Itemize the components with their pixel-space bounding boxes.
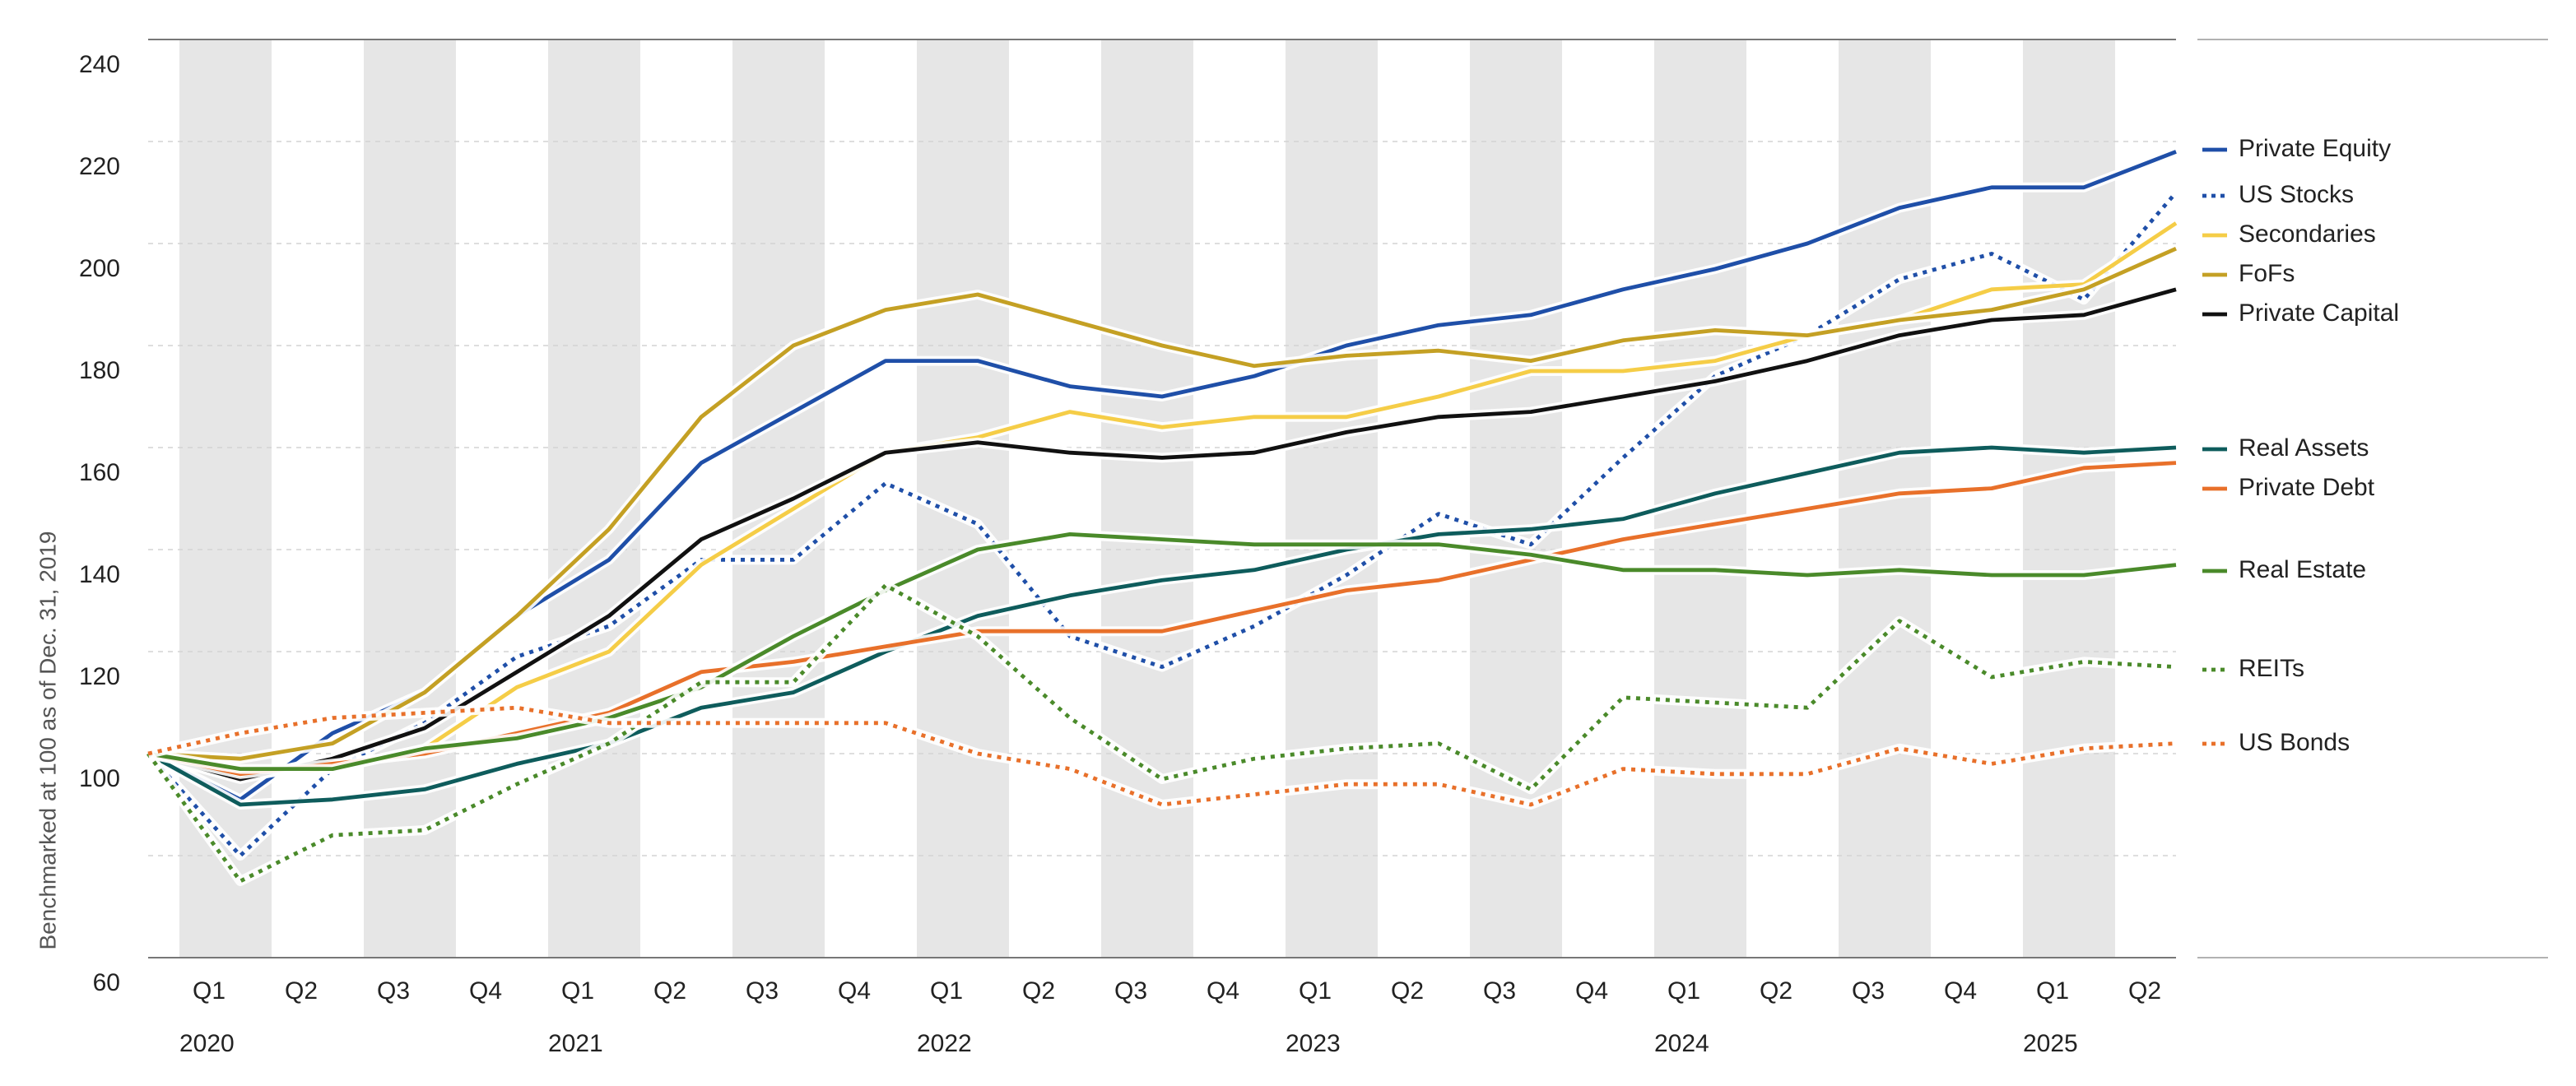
y-tick-label: 220: [79, 153, 120, 180]
year-label: 2023: [1286, 1030, 1341, 1057]
x-tick-label: Q2: [653, 977, 686, 1005]
x-tick-label: Q4: [1207, 977, 1239, 1005]
y-tick-label: 60: [93, 969, 120, 996]
legend-label: Private Capital: [2239, 299, 2399, 327]
y-tick-label: 100: [79, 765, 120, 792]
legend-label: US Stocks: [2239, 181, 2354, 208]
y-tick-label: 160: [79, 459, 120, 486]
year-label: 2021: [548, 1030, 603, 1057]
legend-label: Private Equity: [2239, 135, 2391, 162]
x-tick-label: Q4: [1575, 977, 1608, 1005]
year-label: 2020: [179, 1030, 235, 1057]
y-tick-label: 120: [79, 663, 120, 690]
x-tick-label: Q2: [1022, 977, 1055, 1005]
legend-label: REITs: [2239, 655, 2304, 682]
legend-label: Real Assets: [2239, 434, 2369, 462]
y-tick-label: 240: [79, 51, 120, 78]
x-tick-label: Q1: [1667, 977, 1700, 1005]
year-label: 2022: [917, 1030, 972, 1057]
series-line: [147, 532, 2177, 771]
x-tick-label: Q3: [746, 977, 779, 1005]
quarter-band: [548, 39, 640, 958]
quarter-bands: [179, 39, 2115, 958]
quarter-band: [364, 39, 456, 958]
y-tick-label: 180: [79, 357, 120, 384]
x-tick-label: Q2: [1391, 977, 1424, 1005]
x-tick-label: Q3: [1114, 977, 1147, 1005]
legend-label: US Bonds: [2239, 729, 2350, 756]
legend-label: Secondaries: [2239, 220, 2376, 248]
legend-label: Real Estate: [2239, 556, 2366, 583]
year-label: 2025: [2023, 1030, 2078, 1057]
x-tick-label: Q3: [1483, 977, 1516, 1005]
legend-label: FoFs: [2239, 260, 2295, 287]
x-tick-label: Q2: [2128, 977, 2161, 1005]
x-tick-label: Q1: [1299, 977, 1332, 1005]
x-tick-label: Q1: [561, 977, 594, 1005]
x-tick-label: Q4: [1944, 977, 1977, 1005]
quarter-band: [2023, 39, 2115, 958]
series-line: [146, 191, 2178, 858]
series-line: [147, 247, 2177, 761]
x-tick-label: Q4: [469, 977, 502, 1005]
y-tick-label: 140: [79, 561, 120, 588]
y-axis-label: Benchmarked at 100 as of Dec. 31, 2019: [35, 531, 60, 950]
line-halo: [144, 580, 2177, 886]
series-line: [147, 287, 2177, 782]
series-line: [147, 705, 2177, 807]
x-tick-label: Q1: [2036, 977, 2069, 1005]
x-tick-label: Q4: [838, 977, 871, 1005]
series-line: [146, 445, 2177, 807]
y-tick-label: 200: [79, 255, 120, 282]
quarter-band: [1286, 39, 1378, 958]
quarter-band: [1470, 39, 1562, 958]
year-label: 2024: [1654, 1030, 1709, 1057]
x-tick-label: Q3: [1852, 977, 1885, 1005]
x-tick-label: Q3: [377, 977, 410, 1005]
quarter-band: [1101, 39, 1193, 958]
x-tick-label: Q1: [930, 977, 963, 1005]
x-tick-label: Q2: [1760, 977, 1793, 1005]
x-tick-label: Q2: [285, 977, 318, 1005]
x-tick-label: Q1: [193, 977, 226, 1005]
legend-label: Private Debt: [2239, 474, 2375, 501]
